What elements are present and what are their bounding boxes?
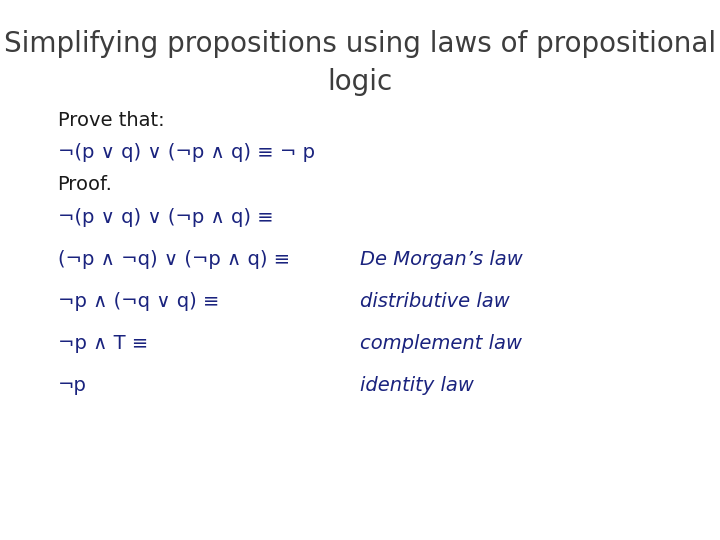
Text: (¬p ∧ ¬q) ∨ (¬p ∧ q) ≡: (¬p ∧ ¬q) ∨ (¬p ∧ q) ≡ [58, 250, 289, 269]
Text: ¬p ∧ T ≡: ¬p ∧ T ≡ [58, 334, 148, 353]
Text: Prove that:: Prove that: [58, 111, 164, 130]
Text: identity law: identity law [360, 376, 474, 395]
Text: complement law: complement law [360, 334, 522, 353]
Text: distributive law: distributive law [360, 292, 510, 311]
Text: De Morgan’s law: De Morgan’s law [360, 250, 523, 269]
Text: ¬(p ∨ q) ∨ (¬p ∧ q) ≡: ¬(p ∨ q) ∨ (¬p ∧ q) ≡ [58, 208, 273, 227]
Text: logic: logic [328, 68, 392, 96]
Text: ¬(p ∨ q) ∨ (¬p ∧ q) ≡ ¬ p: ¬(p ∨ q) ∨ (¬p ∧ q) ≡ ¬ p [58, 143, 315, 162]
Text: ¬p ∧ (¬q ∨ q) ≡: ¬p ∧ (¬q ∨ q) ≡ [58, 292, 219, 311]
Text: ¬p: ¬p [58, 376, 86, 395]
Text: Proof.: Proof. [58, 176, 112, 194]
Text: Simplifying propositions using laws of propositional: Simplifying propositions using laws of p… [4, 30, 716, 58]
